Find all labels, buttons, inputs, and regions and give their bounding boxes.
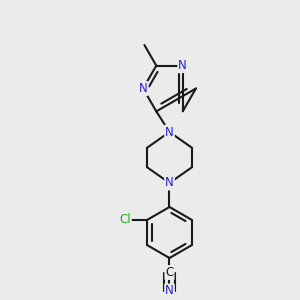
Text: N: N bbox=[139, 82, 148, 95]
Text: N: N bbox=[165, 176, 174, 190]
Text: N: N bbox=[178, 59, 187, 72]
Text: N: N bbox=[165, 125, 174, 139]
Text: Cl: Cl bbox=[119, 213, 131, 226]
Text: C: C bbox=[165, 266, 174, 279]
Text: N: N bbox=[165, 284, 174, 298]
